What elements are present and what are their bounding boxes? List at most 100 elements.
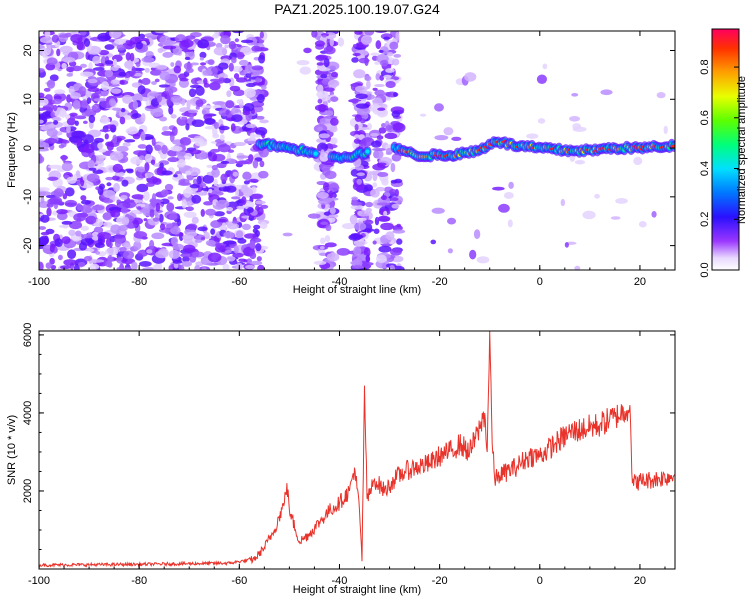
spectrogram-noise-blob (249, 260, 263, 266)
spectrogram-y-tick-label: 0 (22, 145, 34, 151)
spectrogram-noise-blob (133, 231, 148, 239)
spectrogram-noise-blob (244, 140, 258, 144)
spectrogram-noise-blob (235, 230, 244, 238)
spectrogram-noise-blob (252, 159, 259, 169)
spectrogram-noise-blob (336, 248, 351, 256)
spectrogram-noise-blob (64, 187, 75, 197)
spectrogram-noise-blob (88, 248, 95, 253)
spectrogram-noise-blob (156, 94, 162, 103)
spectrogram-noise-blob (39, 140, 47, 150)
spectrogram-noise-blob (136, 183, 149, 193)
spectrogram-noise-blob (377, 107, 386, 111)
spectrogram-noise-blob (242, 188, 254, 197)
spectrogram-noise-blob (61, 220, 73, 225)
spectrogram-noise-blob (243, 259, 248, 263)
spectrogram-noise-blob (155, 202, 161, 213)
spectrogram-noise-blob (354, 241, 365, 247)
spectrogram-noise-blob (231, 66, 243, 72)
spectrogram-noise-blob (391, 110, 401, 118)
spectrogram-noise-blob (536, 74, 547, 84)
spectrogram-noise-blob (316, 191, 329, 199)
spectrogram-noise-blob (385, 81, 396, 89)
spectrogram-noise-blob (73, 213, 86, 222)
spectrogram-noise-blob (122, 40, 136, 50)
spectrogram-noise-blob (92, 67, 105, 71)
spectrogram-noise-blob (201, 267, 207, 270)
spectrogram-noise-blob (76, 40, 84, 50)
spectrogram-noise-blob (97, 32, 111, 42)
spectrogram-noise-blob (143, 218, 148, 222)
spectrogram-noise-blob (231, 114, 243, 122)
spectrogram-noise-blob (170, 95, 183, 103)
spectrogram-noise-blob (161, 170, 173, 176)
spectrogram-noise-blob (102, 212, 112, 221)
spectrogram-noise-blob (112, 175, 120, 181)
spectrogram-noise-blob (203, 77, 208, 85)
spectrogram-noise-blob (508, 181, 514, 189)
spectrogram-noise-blob (328, 125, 338, 133)
spectrogram-y-tick-label: 20 (22, 44, 34, 56)
spectrogram-noise-blob (168, 87, 174, 98)
spectrogram-noise-blob (221, 222, 227, 231)
spectrogram-noise-blob (363, 247, 371, 258)
spectrogram-noise-blob (186, 231, 198, 237)
spectrogram-noise-blob (353, 138, 361, 144)
spectrogram-noise-blob (376, 135, 384, 140)
spectrogram-noise-blob (389, 41, 399, 50)
spectrogram-noise-blob (244, 233, 257, 239)
colorbar-ticks: 0.0 0.2 0.4 0.6 0.8 (699, 59, 739, 278)
spectrogram-noise-blob (86, 173, 100, 183)
snr-panel: -100 -80 -60 -40 -20 0 20 2000 4000 6000 Height … (6, 323, 676, 596)
spectrogram-noise-blob (110, 79, 120, 85)
spectrogram-noise-blob (327, 217, 336, 223)
spectrogram-noise-blob (149, 209, 155, 218)
spectrogram-noise-blob (82, 134, 94, 144)
spectrogram-noise-blob (177, 264, 185, 270)
spectrogram-noise-blob (218, 77, 226, 82)
spectrogram-noise-blob (383, 74, 392, 79)
spectrogram-noise-blob (197, 39, 210, 49)
spectrogram-noise-blob (121, 216, 130, 226)
spectrogram-noise-blob (357, 210, 371, 217)
spectrogram-noise-blob (211, 168, 220, 178)
spectrogram-noise-blob (354, 31, 363, 35)
spectrogram-noise-blob (392, 122, 406, 133)
spectrogram-noise-blob (144, 153, 153, 163)
spectrogram-noise-blob (97, 231, 111, 240)
spectrogram-noise-blob (99, 183, 105, 190)
spectrogram-noise-blob (370, 52, 380, 56)
spectrogram-noise-blob (87, 76, 97, 80)
spectrogram-noise-blob (350, 204, 364, 210)
spectrogram-noise-blob (204, 118, 216, 125)
spectrogram-noise-blob (125, 52, 131, 61)
spectrogram-noise-blob (326, 252, 340, 262)
spectrogram-noise-blob (245, 264, 255, 270)
spectrogram-noise-blob (121, 258, 136, 265)
spectrogram-noise-blob (574, 265, 581, 270)
spectrogram-noise-blob (95, 242, 105, 249)
spectrogram-noise-blob (89, 263, 100, 270)
spectrogram-noise-blob (179, 136, 192, 146)
spectrogram-noise-blob (375, 254, 387, 263)
spectrogram-noise-blob (168, 249, 180, 259)
spectrogram-noise-blob (85, 215, 97, 225)
spectrogram-noise-blob (79, 31, 87, 36)
spectrogram-noise-blob (90, 259, 105, 263)
spectrogram-noise-blob (328, 190, 334, 199)
spectrogram-noise-blob (194, 264, 201, 270)
spectrogram-noise-blob (663, 125, 668, 135)
spectrogram-noise-blob (188, 88, 197, 98)
spectrogram-noise-blob (68, 85, 75, 94)
spectrogram-noise-blob (391, 58, 400, 66)
spectrogram-noise-blob (371, 140, 382, 148)
spectrogram-noise-blob (145, 182, 155, 187)
spectrogram-noise-blob (131, 261, 138, 270)
spectrogram-noise-blob (223, 187, 229, 192)
spectrogram-noise-blob (118, 52, 125, 56)
spectrogram-noise-blob (386, 51, 394, 57)
spectrogram-noise-blob (132, 113, 142, 119)
spectrogram-noise-blob (318, 198, 331, 205)
spectrogram-noise-blob (208, 188, 213, 194)
spectrogram-noise-blob (46, 207, 52, 217)
spectrogram-noise-blob (241, 223, 251, 231)
